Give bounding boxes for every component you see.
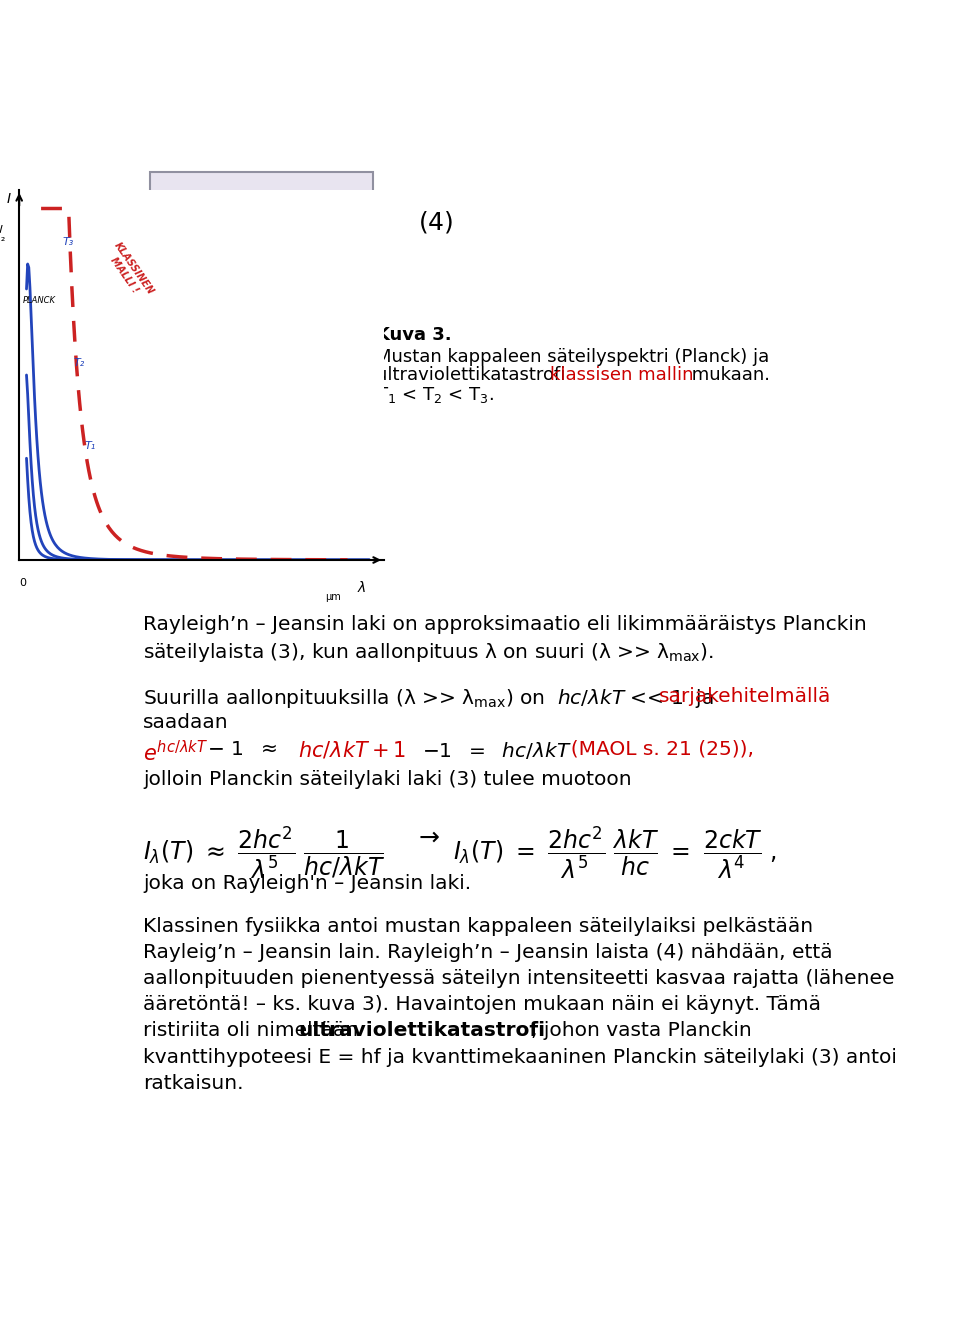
Text: $\rightarrow$: $\rightarrow$ (415, 824, 442, 848)
Text: Kuva 3.: Kuva 3. (375, 326, 451, 344)
Text: sarjakehitelmällä: sarjakehitelmällä (659, 688, 831, 706)
Text: $e^{hc/\lambda kT}$: $e^{hc/\lambda kT}$ (143, 740, 208, 765)
Text: Suurilla aallonpituuksilla (λ >> λ$_\mathrm{max}$) on  $hc/\lambda kT$ << 1  ja: Suurilla aallonpituuksilla (λ >> λ$_\mat… (143, 688, 722, 710)
Text: Rayleigh’n – Jeansin laki on approksimaatio eli likimmääräistys Planckin: Rayleigh’n – Jeansin laki on approksimaa… (143, 615, 867, 634)
Text: $hc/\lambda kT + 1$: $hc/\lambda kT + 1$ (299, 740, 406, 760)
FancyBboxPatch shape (150, 173, 372, 272)
Text: μm: μm (325, 591, 341, 602)
Text: jolloin Planckin säteilylaki laki (3) tulee muotoon: jolloin Planckin säteilylaki laki (3) tu… (143, 771, 632, 789)
Text: $I_\lambda(T)\ \approx\ \dfrac{2hc^2}{\lambda^5}\ \dfrac{1}{hc/\lambda kT}$: $I_\lambda(T)\ \approx\ \dfrac{2hc^2}{\l… (143, 824, 386, 882)
Text: ristiriita oli nimeltään: ristiriita oli nimeltään (143, 1021, 365, 1041)
Text: säteilylaista (3), kun aallonpituus λ on suuri (λ >> λ$_\mathrm{max}$).: säteilylaista (3), kun aallonpituus λ on… (143, 641, 714, 664)
Text: T$_1$ < T$_2$ < T$_3$.: T$_1$ < T$_2$ < T$_3$. (375, 384, 493, 404)
Text: mukaan.: mukaan. (685, 367, 770, 384)
Text: I: I (6, 193, 11, 206)
Text: PLANCK: PLANCK (23, 297, 56, 305)
Text: T₂: T₂ (74, 357, 85, 368)
Text: (MAOL s. 21 (25)),: (MAOL s. 21 (25)), (558, 740, 754, 759)
Text: ultraviolettikatastrofi: ultraviolettikatastrofi (299, 1021, 545, 1041)
Text: ääretöntä! – ks. kuva 3). Havaintojen mukaan näin ei käynyt. Tämä: ääretöntä! – ks. kuva 3). Havaintojen mu… (143, 995, 821, 1014)
Text: T₃: T₃ (63, 238, 74, 248)
Text: joka on Rayleigh'n – Jeansin laki.: joka on Rayleigh'n – Jeansin laki. (143, 874, 471, 894)
Text: Mustan kappaleen säteilyspektri (Planck) ja: Mustan kappaleen säteilyspektri (Planck)… (375, 348, 769, 365)
Text: $I_\lambda(T)\ \ =\ \ \dfrac{2ckT}{\lambda^4}$: $I_\lambda(T)\ \ =\ \ \dfrac{2ckT}{\lamb… (152, 190, 371, 254)
Text: ratkaisun.: ratkaisun. (143, 1074, 244, 1093)
Text: Klassinen fysiikka antoi mustan kappaleen säteilylaiksi pelkästään: Klassinen fysiikka antoi mustan kappalee… (143, 917, 813, 935)
Text: ultraviolettikatastrofi: ultraviolettikatastrofi (375, 367, 571, 384)
Text: $- 1$  $=$  $hc/\lambda kT$: $- 1$ $=$ $hc/\lambda kT$ (422, 740, 572, 760)
Text: saadaan: saadaan (143, 713, 228, 732)
Text: , johon vasta Planckin: , johon vasta Planckin (531, 1021, 752, 1041)
Text: 0: 0 (19, 578, 26, 589)
Text: W
m²: W m² (0, 225, 5, 248)
Text: λ: λ (358, 581, 366, 595)
Text: aallonpituuden pienentyessä säteilyn intensiteetti kasvaa rajatta (lähenee: aallonpituuden pienentyessä säteilyn int… (143, 969, 895, 987)
Text: $(4)$: $(4)$ (418, 209, 453, 235)
Text: T₁: T₁ (84, 442, 96, 451)
Text: $-$ 1  $\approx$: $-$ 1 $\approx$ (202, 740, 290, 759)
Text: KLASSINEN
MALLI !: KLASSINEN MALLI ! (102, 241, 156, 302)
Text: kvanttihypoteesi E = hf ja kvanttimekaaninen Planckin säteilylaki (3) antoi: kvanttihypoteesi E = hf ja kvanttimekaan… (143, 1048, 898, 1066)
Text: Rayleig’n – Jeansin lain. Rayleigh’n – Jeansin laista (4) nähdään, että: Rayleig’n – Jeansin lain. Rayleigh’n – J… (143, 943, 833, 962)
Text: $I_\lambda(T)\ =\ \dfrac{2hc^2}{\lambda^5}\ \dfrac{\lambda kT}{hc}\ =\ \dfrac{2c: $I_\lambda(T)\ =\ \dfrac{2hc^2}{\lambda^… (453, 824, 778, 882)
Text: klassisen mallin: klassisen mallin (550, 367, 694, 384)
